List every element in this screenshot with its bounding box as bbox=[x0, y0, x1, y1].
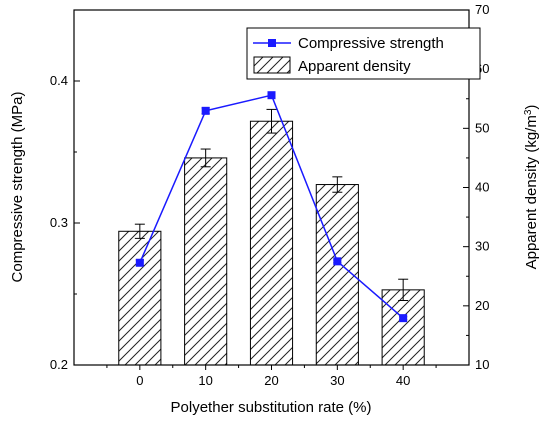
strength-point bbox=[267, 91, 276, 100]
strength-point bbox=[201, 106, 210, 115]
right-tick-label: 20 bbox=[475, 298, 489, 313]
density-bar bbox=[184, 157, 228, 366]
density-bar bbox=[249, 120, 294, 366]
density-bar bbox=[315, 184, 359, 366]
strength-point bbox=[135, 258, 144, 267]
right-tick-label: 10 bbox=[475, 357, 489, 372]
right-axis-title-sup: 3 bbox=[523, 109, 534, 115]
right-axis-title-base: Apparent density (kg/m bbox=[523, 115, 540, 269]
x-tick-label: 10 bbox=[198, 373, 212, 388]
x-tick-label: 40 bbox=[396, 373, 410, 388]
x-tick-label: 30 bbox=[330, 373, 344, 388]
right-tick-label: 40 bbox=[475, 180, 489, 195]
density-bars bbox=[118, 120, 425, 366]
right-tick-label: 30 bbox=[475, 239, 489, 254]
legend: Compressive strength Apparent density bbox=[246, 27, 481, 80]
left-tick-label: 0.4 bbox=[50, 73, 68, 88]
legend-label-strength: Compressive strength bbox=[298, 35, 444, 52]
left-axis-title: Compressive strength (MPa) bbox=[9, 92, 26, 283]
right-axis-title: Apparent density (kg/m3) bbox=[523, 105, 541, 270]
x-axis-title: Polyether substitution rate (%) bbox=[171, 399, 372, 416]
right-axis-title-tail: ) bbox=[523, 105, 540, 110]
strength-point bbox=[333, 257, 342, 266]
strength-line bbox=[135, 91, 408, 323]
density-bar bbox=[118, 230, 162, 366]
right-tick-label: 70 bbox=[475, 2, 489, 17]
legend-bar-swatch bbox=[253, 56, 291, 74]
x-axis-ticks: 0 10 20 30 40 bbox=[106, 365, 437, 388]
density-bar bbox=[381, 289, 425, 366]
left-axis-ticks: 0.2 0.3 0.4 bbox=[50, 9, 80, 372]
x-tick-label: 0 bbox=[136, 373, 143, 388]
strength-point bbox=[399, 314, 408, 323]
density-error-bars bbox=[134, 108, 409, 302]
legend-line-marker bbox=[268, 39, 276, 47]
legend-label-density: Apparent density bbox=[298, 58, 411, 75]
left-tick-label: 0.2 bbox=[50, 357, 68, 372]
x-tick-label: 20 bbox=[264, 373, 278, 388]
left-tick-label: 0.3 bbox=[50, 215, 68, 230]
right-tick-label: 50 bbox=[475, 120, 489, 135]
